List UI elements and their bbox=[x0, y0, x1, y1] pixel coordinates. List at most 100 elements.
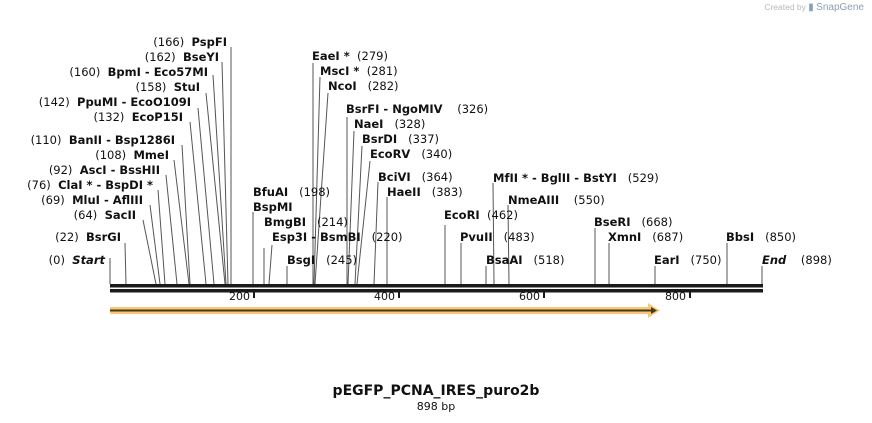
site-position: (166) bbox=[153, 35, 185, 49]
cut-site-lines bbox=[109, 47, 763, 285]
site-position: (364) bbox=[421, 170, 453, 184]
end-label: End (898) bbox=[762, 253, 832, 267]
site-label[interactable]: Esp3I - BsmBI (220) bbox=[272, 230, 403, 244]
enzyme-name: PvuII bbox=[460, 230, 493, 244]
enzyme-name: NcoI bbox=[328, 79, 357, 93]
site-label[interactable]: BsrDI (337) bbox=[362, 132, 439, 146]
site-position: (69) bbox=[41, 193, 65, 207]
site-label[interactable]: (69) MluI - AflIII bbox=[41, 193, 143, 207]
site-position: (22) bbox=[55, 230, 79, 244]
site-position: (279) bbox=[357, 49, 388, 63]
enzyme-name: StuI bbox=[173, 80, 200, 94]
site-label[interactable]: EcoRI (462) bbox=[444, 208, 518, 222]
site-position: (687) bbox=[652, 230, 684, 244]
enzyme-name: EaeI * bbox=[312, 49, 350, 63]
enzyme-name: EcoRI bbox=[444, 208, 480, 222]
enzyme-name: MmeI bbox=[133, 148, 169, 162]
enzyme-name: BanII - Bsp1286I bbox=[68, 133, 175, 147]
enzyme-name: PpuMI - EcoO109I bbox=[77, 95, 191, 109]
site-label[interactable]: (158) StuI bbox=[136, 80, 201, 94]
site-position: (282) bbox=[367, 79, 399, 93]
site-label[interactable]: BsgI (245) bbox=[287, 253, 357, 267]
site-position: (220) bbox=[371, 230, 403, 244]
enzyme-name: HaeII bbox=[387, 185, 421, 199]
enzyme-name: MluI - AflIII bbox=[72, 193, 143, 207]
site-position: (198) bbox=[299, 185, 331, 199]
enzyme-name: BbsI bbox=[726, 230, 755, 244]
enzyme-name: BciVI bbox=[378, 170, 411, 184]
site-label[interactable]: BsaAI (518) bbox=[486, 253, 564, 267]
backbone-bottom-strand bbox=[110, 289, 763, 293]
site-position: (132) bbox=[93, 110, 125, 124]
enzyme-name: AscI - BssHII bbox=[79, 163, 160, 177]
enzyme-name: EcoP15I bbox=[131, 110, 183, 124]
site-label[interactable]: (110) BanII - Bsp1286I bbox=[31, 133, 175, 147]
sequence-length: 898 bp bbox=[416, 400, 456, 413]
site-label[interactable]: EaeI * (279) bbox=[312, 49, 388, 63]
enzyme-name: EcoRV bbox=[370, 147, 411, 161]
site-position: (162) bbox=[144, 50, 176, 64]
site-position: (0) bbox=[48, 253, 65, 267]
site-label[interactable]: NmeAIII (550) bbox=[508, 193, 605, 207]
site-position: (76) bbox=[27, 178, 51, 192]
site-label[interactable]: EarI (750) bbox=[654, 253, 721, 267]
site-label[interactable]: BbsI (850) bbox=[726, 230, 796, 244]
enzyme-name: BsgI bbox=[287, 253, 316, 267]
site-label[interactable]: (132) EcoP15I bbox=[93, 110, 183, 124]
site-label[interactable]: BspMI bbox=[253, 200, 293, 214]
enzyme-name: BsrGI bbox=[86, 230, 121, 244]
site-position: (518) bbox=[533, 253, 565, 267]
site-label[interactable]: BciVI (364) bbox=[378, 170, 453, 184]
start-label: (0) Start bbox=[49, 253, 105, 267]
site-label[interactable]: BseRI (668) bbox=[594, 215, 672, 229]
ruler-ticks bbox=[253, 292, 691, 298]
site-label[interactable]: BmgBI (214) bbox=[264, 215, 348, 229]
site-label[interactable]: MfII * - BglII - BstYI (529) bbox=[493, 171, 659, 185]
enzyme-name: NaeI bbox=[354, 117, 384, 131]
site-label[interactable]: (92) AscI - BssHII bbox=[49, 163, 160, 177]
site-position: (92) bbox=[48, 163, 73, 177]
site-position: (64) bbox=[73, 208, 98, 222]
site-position: (462) bbox=[487, 208, 518, 222]
site-label[interactable]: XmnI (687) bbox=[608, 230, 683, 244]
site-position: (142) bbox=[38, 95, 70, 109]
site-position: (328) bbox=[394, 117, 426, 131]
enzyme-name: MscI * bbox=[320, 64, 360, 78]
site-label[interactable]: (64) SacII bbox=[74, 208, 136, 222]
enzyme-name: BsaAI bbox=[486, 253, 523, 267]
site-label[interactable]: EcoRV (340) bbox=[370, 147, 452, 161]
site-position: (110) bbox=[30, 133, 62, 147]
site-position: (340) bbox=[421, 147, 453, 161]
enzyme-name: NmeAIII bbox=[508, 193, 560, 207]
site-label[interactable]: MscI * (281) bbox=[320, 64, 398, 78]
enzyme-name: XmnI bbox=[608, 230, 642, 244]
backbone-top-strand bbox=[110, 284, 763, 288]
start-marker: Start bbox=[72, 253, 105, 267]
ruler-tick-label: 600 bbox=[519, 290, 540, 303]
site-position: (214) bbox=[317, 215, 348, 229]
enzyme-name: BsrFI - NgoMIV bbox=[346, 102, 443, 116]
enzyme-name: BsrDI bbox=[362, 132, 398, 146]
enzyme-name: PspFI bbox=[191, 35, 227, 49]
site-label[interactable]: NcoI (282) bbox=[328, 79, 399, 93]
feature-arrow bbox=[110, 303, 660, 318]
site-label[interactable]: (166) PspFI bbox=[153, 35, 227, 49]
site-label[interactable]: (76) ClaI * - BspDI * bbox=[27, 178, 153, 192]
site-label[interactable]: (160) BpmI - Eco57MI bbox=[69, 65, 208, 79]
site-label[interactable]: BsrFI - NgoMIV (326) bbox=[346, 102, 488, 116]
end-marker: End bbox=[762, 253, 787, 267]
site-label[interactable]: (22) BsrGI bbox=[55, 230, 121, 244]
site-position: (383) bbox=[431, 185, 463, 199]
site-label[interactable]: (142) PpuMI - EcoO109I bbox=[39, 95, 191, 109]
site-label[interactable]: (108) MmeI bbox=[95, 148, 169, 162]
enzyme-name: BspMI bbox=[253, 200, 293, 214]
enzyme-name: MfII * - BglII - BstYI bbox=[493, 171, 617, 185]
site-label[interactable]: HaeII (383) bbox=[387, 185, 463, 199]
site-label[interactable]: (162) BseYI bbox=[145, 50, 219, 64]
site-label[interactable]: NaeI (328) bbox=[354, 117, 425, 131]
site-label[interactable]: PvuII (483) bbox=[460, 230, 535, 244]
site-label[interactable]: BfuAI (198) bbox=[253, 185, 330, 199]
sequence-title: pEGFP_PCNA_IRES_puro2b bbox=[332, 383, 540, 399]
credit-prefix: Created by bbox=[764, 2, 806, 12]
